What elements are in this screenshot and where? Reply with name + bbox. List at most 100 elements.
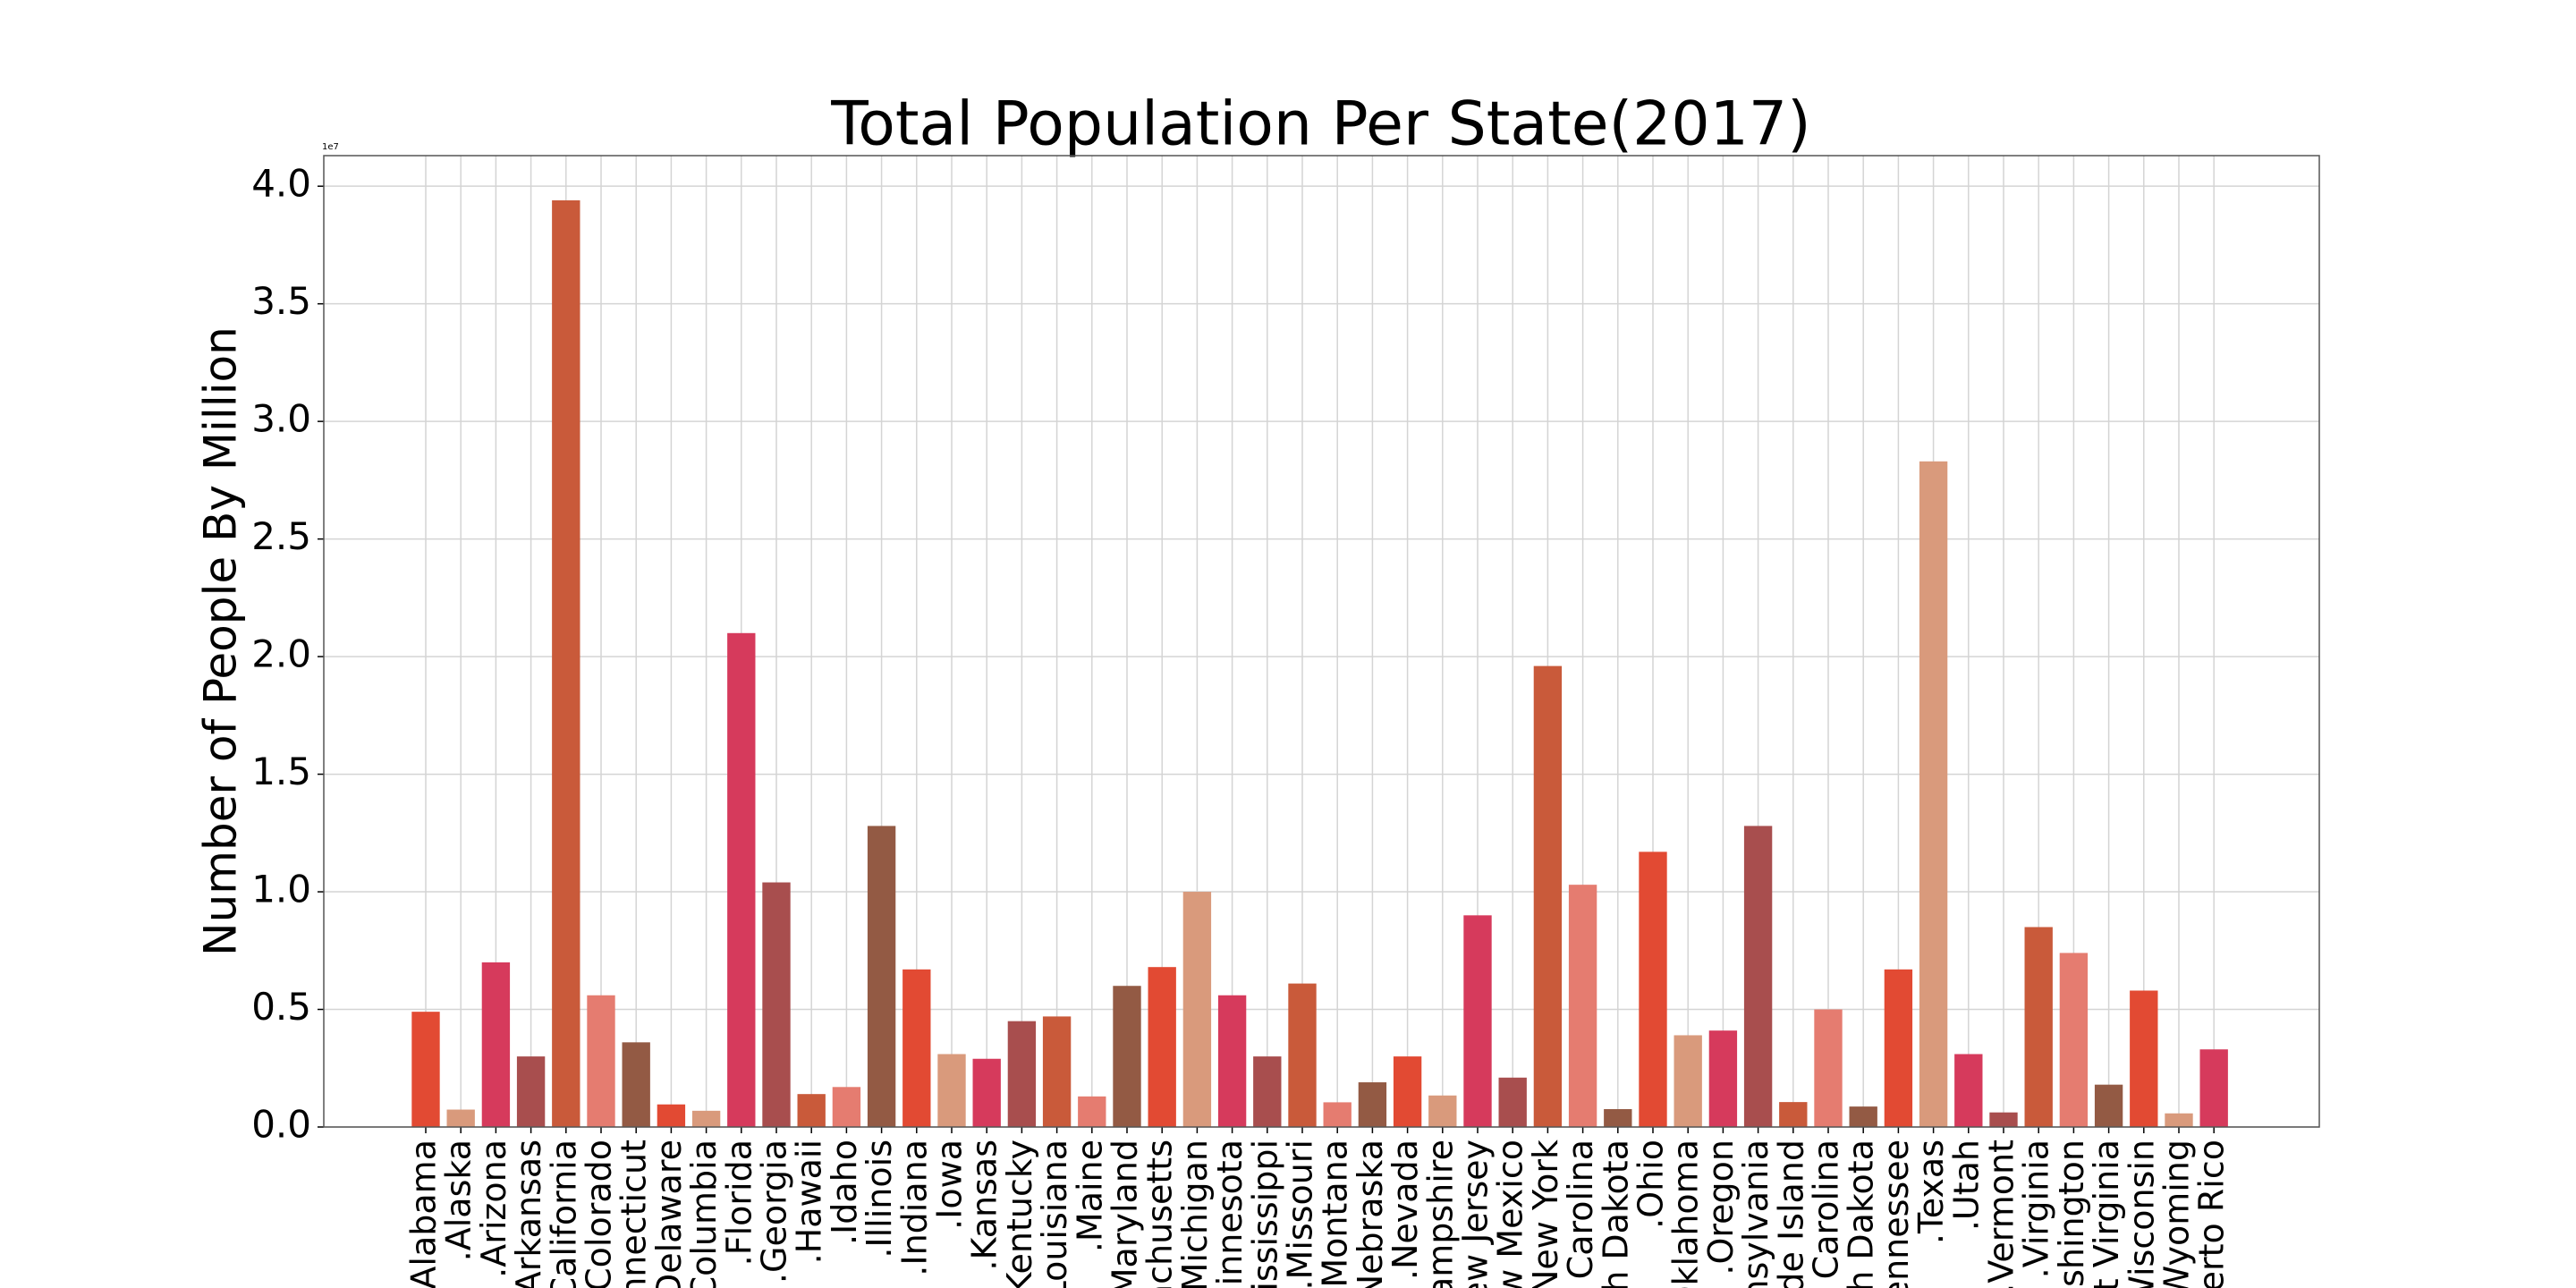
bar <box>552 199 580 1127</box>
x-tick-label: .Idaho <box>825 1140 864 1245</box>
x-tick-label: .Vermont <box>1982 1140 2021 1288</box>
x-tick-label: .Florida <box>719 1140 758 1266</box>
bar <box>2059 953 2089 1127</box>
bar <box>1148 967 1176 1127</box>
y-tick-label: 3.0 <box>251 397 311 441</box>
bar <box>1253 1056 1282 1127</box>
plot-frame <box>323 155 2320 1128</box>
x-tick-label: .Arizona <box>474 1140 513 1278</box>
x-tick-label: North Carolina <box>1561 1140 1600 1288</box>
x-tick-label: .Alaska <box>439 1140 479 1261</box>
bar <box>1919 461 1948 1127</box>
bar <box>1533 665 1563 1127</box>
y-tick-label: 0.0 <box>251 1103 311 1147</box>
bar <box>972 1058 1001 1127</box>
bar <box>446 1109 475 1127</box>
x-tick-label: .Illinois <box>860 1140 899 1258</box>
x-tick-label: .Iowa <box>930 1140 970 1230</box>
bar <box>1989 1112 2018 1127</box>
bar <box>1743 826 1773 1127</box>
x-tick-label: Mississippi <box>1245 1140 1284 1288</box>
bar <box>2024 927 2053 1127</box>
y-tick-label: 1.0 <box>251 868 311 911</box>
x-tick-label: .Georgia <box>755 1140 794 1284</box>
x-tick-label: Louisiana <box>1035 1140 1074 1288</box>
bar <box>2130 990 2158 1127</box>
bar <box>727 632 756 1127</box>
x-tick-label: Michigan <box>1175 1140 1215 1288</box>
y-tick-label: 2.0 <box>251 632 311 676</box>
x-tick-label: North Dakota <box>1596 1140 1635 1288</box>
x-tick-label: .Montana <box>1316 1140 1355 1288</box>
bar <box>797 1094 826 1127</box>
x-tick-label: .Kansas <box>965 1140 1004 1271</box>
x-tick-label: Delaware <box>649 1140 689 1288</box>
chart-title: Total Population Per State(2017) <box>830 89 1810 160</box>
bar <box>1814 1009 1843 1127</box>
bar <box>1604 1109 1632 1127</box>
x-tick-label: Massachusetts <box>1140 1140 1180 1288</box>
bar <box>1428 1095 1457 1127</box>
bar <box>1393 1056 1422 1127</box>
bar <box>1042 1016 1072 1127</box>
bar <box>1849 1106 1877 1127</box>
bar <box>516 1056 546 1127</box>
x-tick-label: .Nevada <box>1385 1140 1425 1280</box>
bar <box>1288 983 1317 1127</box>
x-tick-label: South Dakota <box>1842 1140 1881 1288</box>
x-tick-label: .Maine <box>1070 1140 1109 1252</box>
bar <box>2094 1084 2123 1127</box>
bar <box>691 1110 721 1127</box>
bar <box>1217 995 1247 1127</box>
x-tick-label: Wisconsin <box>2122 1140 2161 1288</box>
bar <box>1463 915 1492 1127</box>
bar <box>762 882 791 1127</box>
y-tick-label: 3.5 <box>251 279 311 323</box>
bar <box>867 826 896 1127</box>
x-tick-label: Oklahoma <box>1666 1140 1706 1288</box>
x-tick-label: Kentucky <box>1000 1140 1039 1288</box>
x-tick-label: Columbia <box>684 1140 724 1288</box>
bar <box>937 1054 966 1127</box>
x-tick-label: .Ohio <box>1631 1140 1671 1229</box>
x-tick-label: .Hawaii <box>790 1140 829 1264</box>
bar <box>2199 1049 2228 1127</box>
bar <box>1639 852 1667 1127</box>
x-tick-label: .Oregon <box>1701 1140 1741 1275</box>
x-tick-label: Colorado <box>580 1140 619 1288</box>
x-tick-label: Rhode Island <box>1771 1140 1810 1288</box>
bar <box>622 1042 650 1127</box>
x-tick-label: Alabama <box>404 1140 444 1288</box>
bar <box>1007 1021 1037 1127</box>
x-tick-label: .Indiana <box>894 1140 934 1276</box>
y-tick-label: 2.5 <box>251 514 311 558</box>
x-tick-label: Nebraska <box>1351 1140 1390 1288</box>
bar <box>1568 885 1597 1127</box>
y-tick-label: 4.0 <box>251 162 311 206</box>
x-tick-label: New York <box>1526 1140 1565 1288</box>
bar <box>832 1087 861 1127</box>
bar <box>1182 892 1212 1127</box>
bar <box>1954 1054 1983 1127</box>
bar <box>1078 1096 1106 1127</box>
y-tick-label: 0.5 <box>251 985 311 1029</box>
bar <box>1674 1035 1702 1127</box>
bar <box>1708 1030 1738 1127</box>
bar <box>587 995 615 1127</box>
bar <box>902 969 931 1127</box>
y-tick-label: 1.5 <box>251 750 311 793</box>
x-tick-label: California <box>544 1140 583 1288</box>
x-tick-label: Pennsylvania <box>1736 1140 1775 1288</box>
x-tick-label: Puerto Rico <box>2192 1140 2232 1288</box>
x-tick-label: .Utah <box>1946 1140 1986 1231</box>
x-tick-label: .Texas <box>1911 1140 1951 1244</box>
bar <box>657 1104 686 1127</box>
x-tick-label: .Virginia <box>2017 1140 2056 1278</box>
x-tick-label: Connecticut <box>614 1140 654 1288</box>
bar <box>1498 1077 1527 1127</box>
x-tick-label: .Wyoming <box>2157 1140 2197 1288</box>
bar <box>1884 969 1913 1127</box>
bar <box>1113 986 1141 1127</box>
bar <box>1358 1082 1387 1127</box>
